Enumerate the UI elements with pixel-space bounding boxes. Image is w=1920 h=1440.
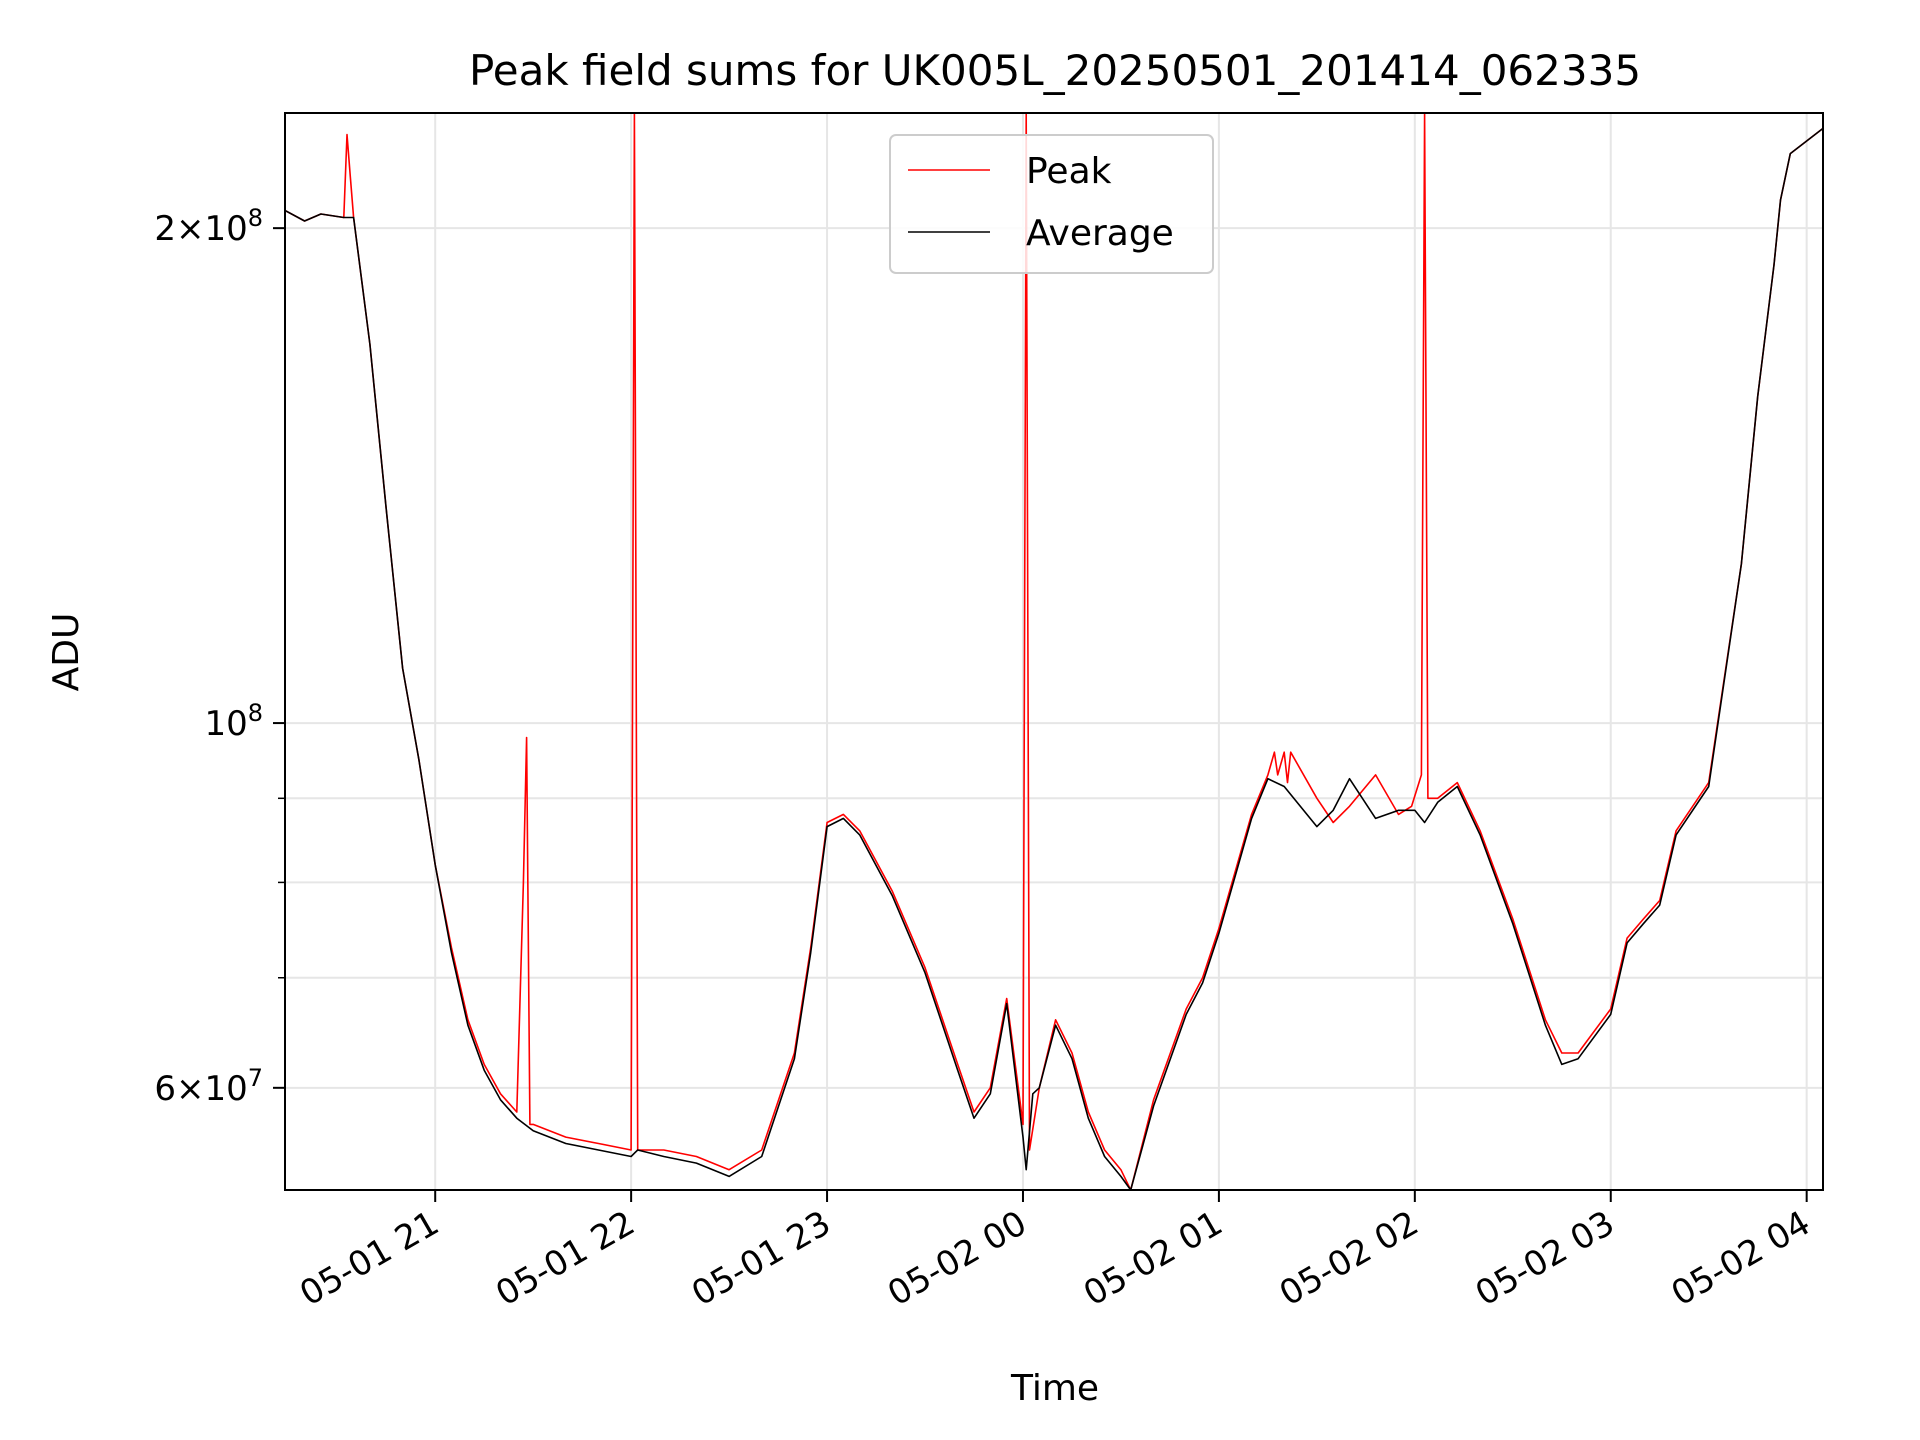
y-tick-label: 2×108	[154, 204, 263, 249]
legend-label-average: Average	[1026, 213, 1174, 254]
legend: Peak Average	[889, 134, 1214, 274]
y-tick-label: 108	[204, 699, 263, 744]
legend-label-peak: Peak	[1026, 151, 1112, 192]
y-axis: 6×107 108 2×108	[154, 204, 285, 1109]
y-axis-label: ADU	[46, 613, 87, 692]
series-line-average	[285, 127, 1823, 1190]
y-tick-label: 6×107	[154, 1064, 263, 1109]
plot-series	[285, 113, 1823, 1190]
chart-title: Peak field sums for UK005L_20250501_2014…	[469, 46, 1641, 95]
x-axis-label: Time	[1010, 1368, 1099, 1409]
plot-frame	[284, 112, 1824, 1191]
